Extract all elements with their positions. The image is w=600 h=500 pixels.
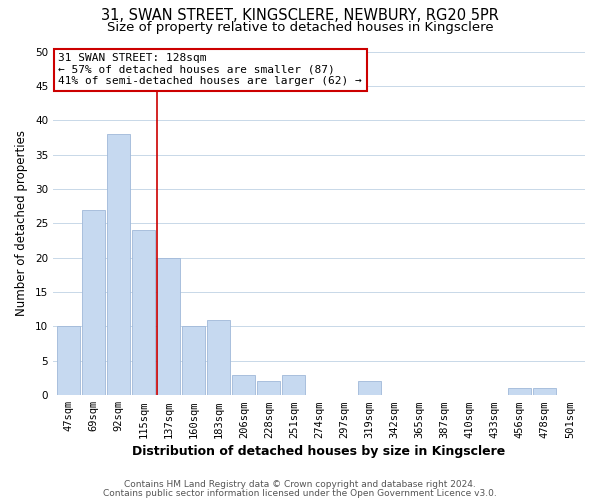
Y-axis label: Number of detached properties: Number of detached properties [15,130,28,316]
Text: Contains HM Land Registry data © Crown copyright and database right 2024.: Contains HM Land Registry data © Crown c… [124,480,476,489]
Text: Contains public sector information licensed under the Open Government Licence v3: Contains public sector information licen… [103,488,497,498]
Bar [358,382,381,395]
Bar [132,230,155,395]
Text: Size of property relative to detached houses in Kingsclere: Size of property relative to detached ho… [107,21,493,34]
Bar [157,258,180,395]
Text: 31 SWAN STREET: 128sqm
← 57% of detached houses are smaller (87)
41% of semi-det: 31 SWAN STREET: 128sqm ← 57% of detached… [58,53,362,86]
X-axis label: Distribution of detached houses by size in Kingsclere: Distribution of detached houses by size … [133,444,506,458]
Bar [533,388,556,395]
Bar [257,382,280,395]
Bar [107,134,130,395]
Bar [182,326,205,395]
Bar [207,320,230,395]
Bar [283,374,305,395]
Bar [232,374,255,395]
Bar [56,326,80,395]
Bar [508,388,532,395]
Bar [82,210,105,395]
Text: 31, SWAN STREET, KINGSCLERE, NEWBURY, RG20 5PR: 31, SWAN STREET, KINGSCLERE, NEWBURY, RG… [101,8,499,22]
